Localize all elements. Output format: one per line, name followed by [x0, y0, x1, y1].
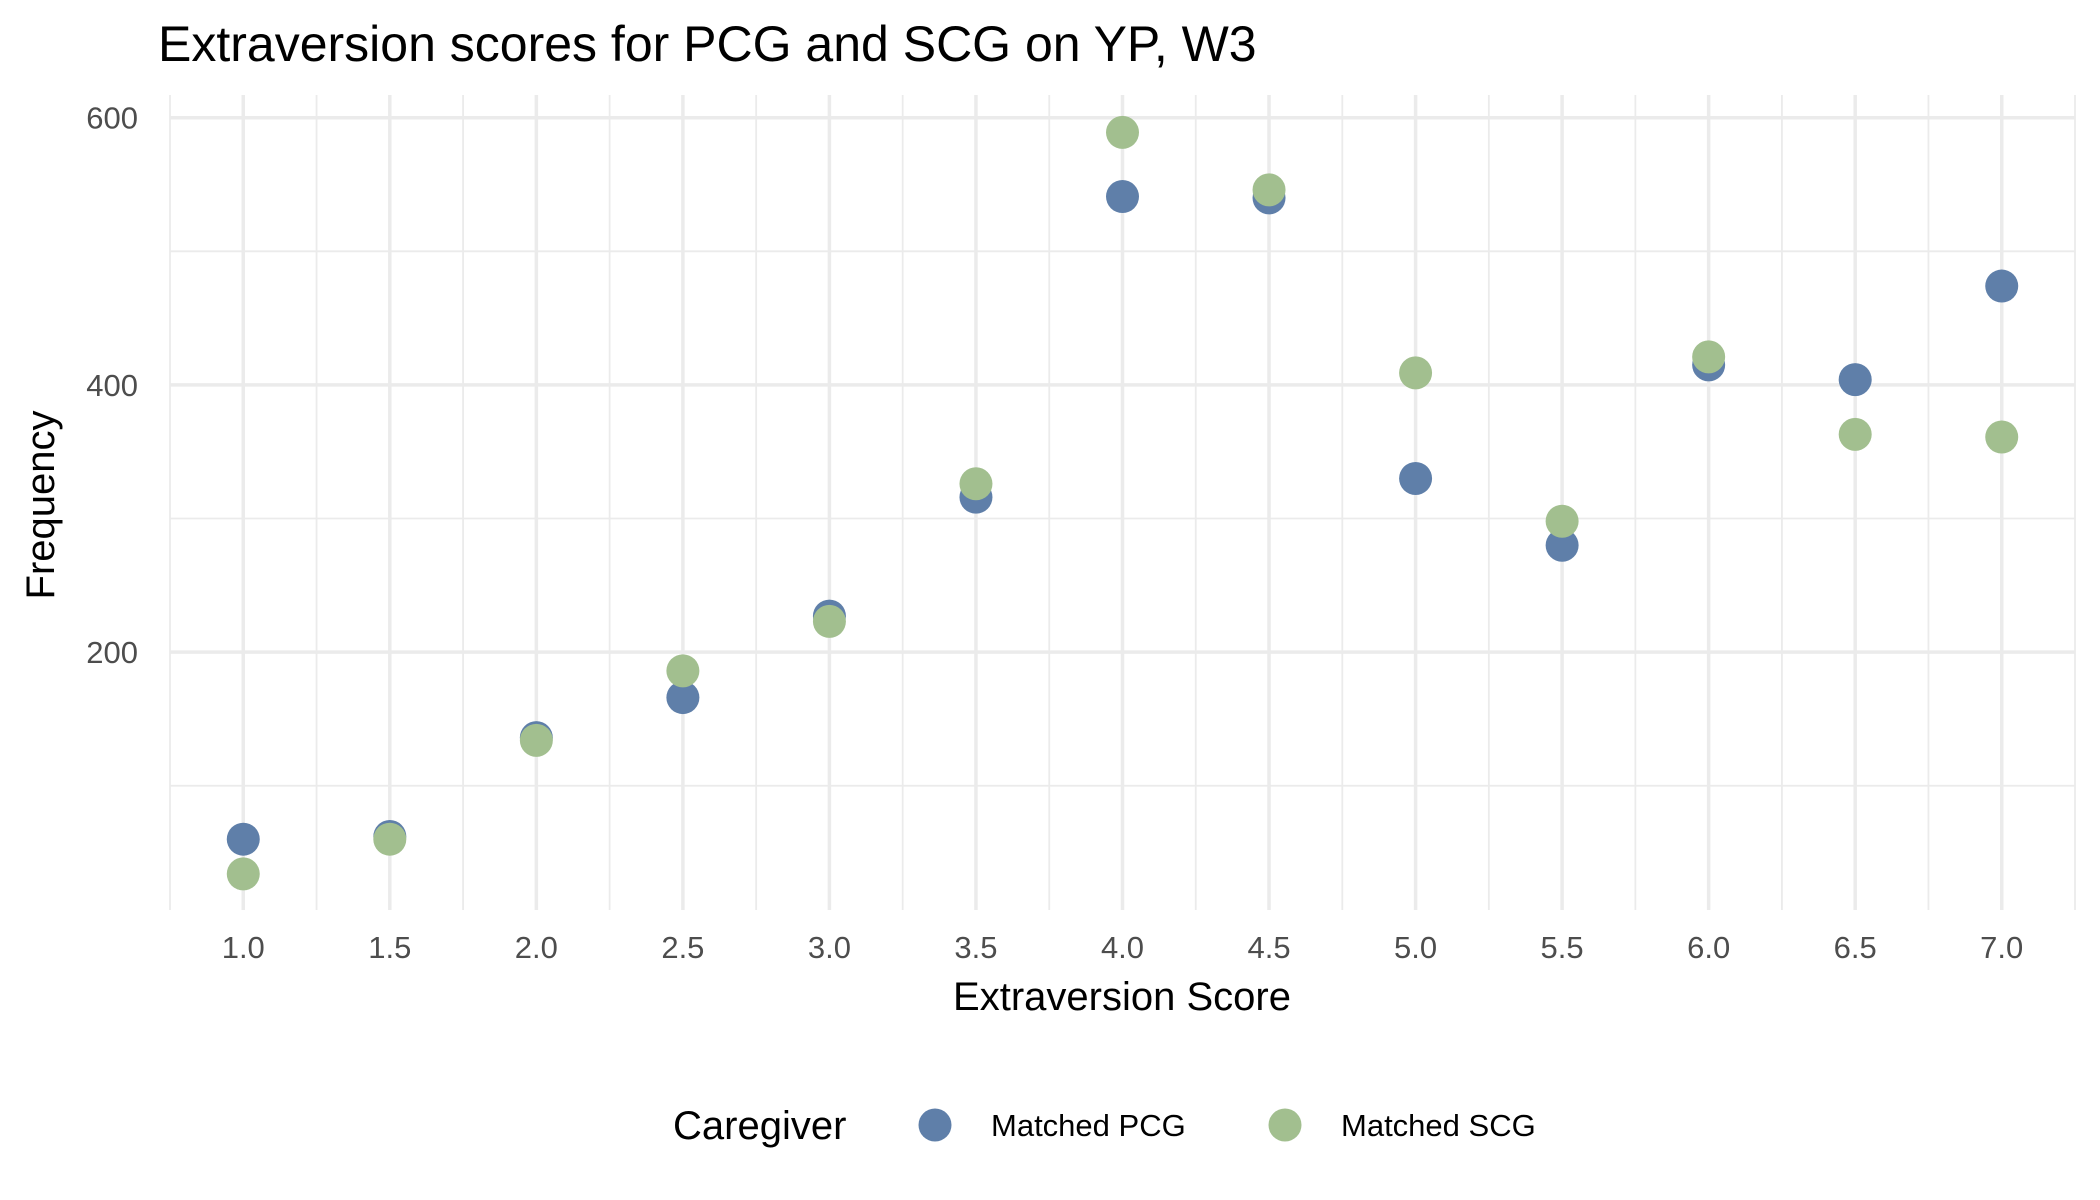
x-axis-ticks: 1.0 1.5 2.0 2.5 3.0 3.5 4.0 4.5 5.0 5.5 6.0 6.5 7.0	[222, 930, 2024, 965]
data-point	[666, 681, 700, 715]
y-tick-label: 600	[86, 101, 138, 136]
data-point	[1985, 420, 2019, 454]
legend-title: Caregiver	[673, 1104, 846, 1148]
legend-key	[918, 1108, 952, 1142]
x-tick-label: 1.0	[222, 930, 265, 965]
grid	[169, 95, 2076, 910]
x-tick-label: 7.0	[1980, 930, 2023, 965]
data-points	[226, 115, 2019, 891]
data-point	[1985, 269, 2019, 303]
data-point	[1399, 461, 1433, 495]
y-axis-label: Frequency	[19, 411, 63, 600]
data-point	[959, 467, 993, 501]
data-point	[812, 604, 846, 638]
data-point	[1399, 356, 1433, 390]
x-tick-label: 5.0	[1394, 930, 1437, 965]
data-point	[1545, 504, 1579, 538]
chart-title: Extraversion scores for PCG and SCG on Y…	[158, 16, 1257, 72]
data-point	[226, 822, 260, 856]
data-point	[226, 857, 260, 891]
x-tick-label: 5.5	[1541, 930, 1584, 965]
x-tick-label: 6.0	[1687, 930, 1730, 965]
x-tick-label: 4.5	[1247, 930, 1290, 965]
legend: Caregiver Matched PCG Matched SCG	[673, 1104, 1536, 1148]
legend-key	[1268, 1108, 1302, 1142]
y-tick-label: 200	[86, 635, 138, 670]
y-axis-ticks: 200 400 600	[86, 101, 138, 670]
legend-label: Matched SCG	[1341, 1108, 1536, 1143]
x-tick-label: 1.5	[368, 930, 411, 965]
legend-items: Matched PCG Matched SCG	[918, 1108, 1536, 1143]
data-point	[1692, 340, 1726, 374]
y-tick-label: 400	[86, 368, 138, 403]
data-point	[1838, 363, 1872, 397]
x-tick-label: 3.0	[808, 930, 851, 965]
x-tick-label: 2.0	[515, 930, 558, 965]
data-point	[1838, 417, 1872, 451]
data-point	[519, 723, 553, 757]
x-tick-label: 2.5	[661, 930, 704, 965]
x-axis-label: Extraversion Score	[953, 975, 1291, 1019]
data-point	[666, 654, 700, 688]
x-tick-label: 3.5	[954, 930, 997, 965]
series-matched-scg	[226, 115, 2019, 891]
x-tick-label: 6.5	[1834, 930, 1877, 965]
data-point	[1106, 180, 1139, 214]
data-point	[373, 822, 407, 856]
data-point	[1106, 115, 1139, 149]
legend-label: Matched PCG	[991, 1108, 1186, 1143]
data-point	[1252, 173, 1286, 207]
x-tick-label: 4.0	[1101, 930, 1144, 965]
data-point	[1545, 528, 1579, 562]
